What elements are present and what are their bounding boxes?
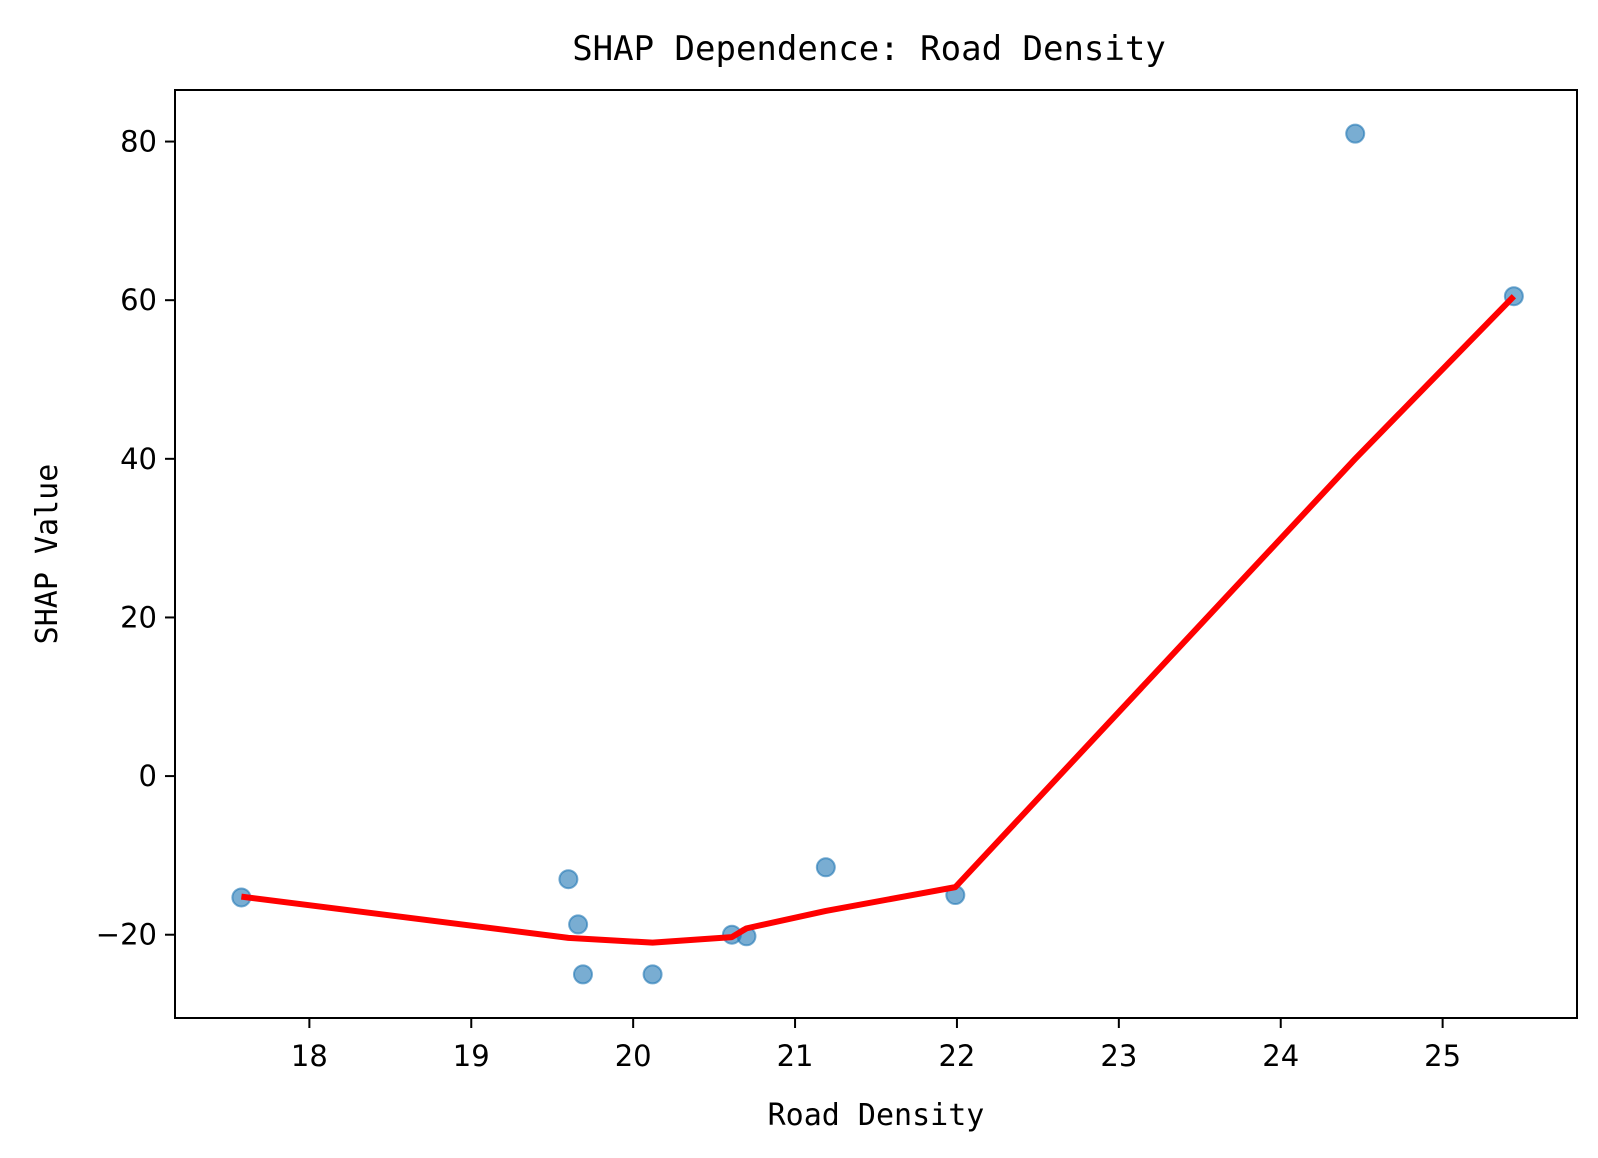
x-tick-label: 23 — [1100, 1039, 1137, 1073]
x-tick-label: 22 — [938, 1039, 975, 1073]
chart-title: SHAP Dependence: Road Density — [572, 29, 1166, 69]
x-tick-label: 18 — [291, 1039, 328, 1073]
y-tick-label: 40 — [120, 442, 157, 476]
scatter-point-8 — [815, 857, 836, 878]
scatter-point-10 — [1345, 123, 1366, 144]
x-axis-ticks: 18 19 20 21 22 23 24 25 — [291, 1018, 1461, 1073]
y-tick-label: 80 — [120, 125, 157, 159]
x-tick-label: 24 — [1262, 1039, 1299, 1073]
x-tick-label: 19 — [453, 1039, 490, 1073]
scatter-point-2 — [558, 869, 579, 890]
trend-line — [241, 294, 1517, 946]
x-tick-label: 25 — [1424, 1039, 1461, 1073]
scatter-point-4 — [572, 964, 593, 985]
x-tick-label: 21 — [777, 1039, 814, 1073]
y-tick-label: −20 — [96, 918, 157, 952]
y-tick-label: 60 — [120, 283, 157, 317]
y-tick-label: 0 — [139, 759, 157, 793]
plot-frame — [174, 89, 1578, 1019]
scatter-point-5 — [642, 964, 663, 985]
y-axis-label: SHAP Value — [30, 464, 65, 645]
y-axis-ticks: −20 0 20 40 60 80 — [96, 125, 175, 952]
x-axis-label: Road Density — [768, 1098, 985, 1133]
x-tick-label: 20 — [615, 1039, 652, 1073]
scatter-point-3 — [568, 914, 589, 935]
y-tick-label: 20 — [120, 600, 157, 634]
plot-area — [231, 123, 1524, 985]
